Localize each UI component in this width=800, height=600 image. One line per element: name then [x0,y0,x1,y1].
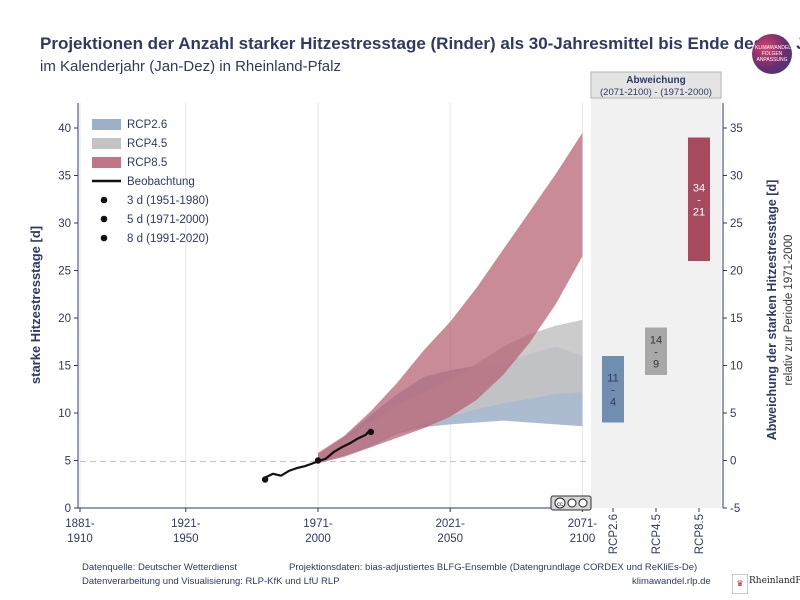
footer-website[interactable]: klimawandel.rlp.de [632,576,711,587]
footer-processing: Datenverarbeitung und Visualisierung: RL… [82,576,340,587]
deviation-label-high: 14 [650,334,662,346]
observation-point [367,428,375,436]
observation-point [314,457,322,464]
logo-text: KLIMAWANDEL FOLGEN ANPASSUNG [755,45,792,63]
license-badge[interactable]: cc [550,495,592,511]
license-badge-text: cc [557,502,563,508]
left-tick-label: 0 [65,503,71,515]
chart-subtitle: im Kalenderjahr (Jan-Dez) in Rheinland-P… [40,58,341,75]
klimawandel-logo: KLIMAWANDEL FOLGEN ANPASSUNG [752,34,792,74]
legend-point [100,215,108,223]
chart-title: Projektionen der Anzahl starker Hitzestr… [40,34,800,53]
legend-label: 5 d (1971-2000) [127,214,209,226]
x-tick-label-end: 1950 [173,533,199,545]
legend-point [100,234,108,242]
legend-label: 8 d (1991-2020) [127,233,209,245]
right-tick-label: 35 [730,123,743,135]
deviation-header-box [590,71,722,99]
category-label: RCP2.6 [608,514,620,554]
right-axis-title: Abweichung der starken Hitzestresstage [… [765,180,779,440]
left-tick-label: 5 [65,456,71,468]
projection-bands [318,132,583,464]
right-tick-label: 25 [730,218,743,230]
right-tick-label: 30 [730,171,743,183]
band-rcp85 [318,132,583,464]
right-y-axis: -5 0 5 10 15 20 25 30 35 [722,103,743,515]
right-tick-label: 5 [730,408,736,420]
legend-swatch [92,119,121,130]
deviation-label-low: 9 [653,358,659,370]
category-label: RCP4.5 [651,514,663,554]
rlp-logo: RheinlandPfalz [749,576,800,586]
left-y-axis: 0 5 10 15 20 25 30 35 40 [58,103,79,515]
left-tick-label: 30 [58,218,71,230]
footer-source: Datenquelle: Deutscher Wetterdienst [82,562,238,573]
x-tick-label-start: 1881- [65,518,95,530]
left-tick-label: 15 [58,361,71,373]
legend-swatch [92,157,121,168]
deviation-subtitle: (2071-2100) - (1971-2000) [600,87,712,98]
left-tick-label: 25 [58,266,71,278]
deviation-label-high: 34 [693,182,705,194]
left-axis-title: starke Hitzestresstage [d] [28,226,43,384]
legend-label: RCP8.5 [127,157,167,169]
legend-label: 3 d (1951-1980) [127,195,209,207]
x-tick-label-end: 2050 [437,533,463,545]
deviation-bar-rcp85 [688,137,710,261]
legend-label: RCP4.5 [127,138,167,150]
right-tick-label: -5 [730,503,740,515]
x-tick-label-end: 2100 [570,533,596,545]
x-tick-label-start: 2021- [436,518,466,530]
deviation-title: Abweichung [626,75,685,86]
right-tick-label: 15 [730,313,743,325]
x-axis: 1881- 1910 1921- 1950 1971- 2000 2021- 2050 2071… [65,507,598,545]
x-tick-label-start: 2071- [568,518,598,530]
x-tick-label-start: 1971- [303,518,333,530]
grid [79,103,588,508]
right-tick-label: 10 [730,361,743,373]
x-tick-label-start: 1921- [171,518,201,530]
deviation-label-sep: - [697,194,701,206]
legend: RCP2.6 RCP4.5 RCP8.5 Beobachtung 3 d (1951-1… [92,119,209,245]
deviation-label-sep: - [611,384,615,396]
left-tick-label: 40 [58,123,71,135]
category-label: RCP8.5 [694,514,706,554]
legend-label: RCP2.6 [127,119,167,131]
right-tick-label: 20 [730,266,743,278]
deviation-label-high: 11 [607,372,618,384]
footer-projection: Projektionsdaten: bias-adjustiertes BLFG… [289,562,698,573]
left-tick-label: 35 [58,171,71,183]
observation-layer [261,428,375,483]
observation-point [261,476,269,483]
legend-label: Beobachtung [127,176,195,188]
deviation-label-sep: - [654,346,658,358]
deviation-bar-rcp26 [602,356,624,423]
rlp-coat-of-arms-icon: ♛ [732,574,748,594]
left-tick-label: 10 [58,408,71,420]
right-tick-label: 0 [730,456,736,468]
left-tick-label: 20 [58,313,71,325]
legend-point [100,196,108,204]
x-tick-label-end: 1910 [67,533,93,545]
legend-swatch [92,138,121,149]
deviation-bar-rcp45 [645,327,667,375]
deviation-label-low: 21 [693,206,705,218]
x-tick-label-end: 2000 [305,533,331,545]
deviation-label-low: 4 [610,396,616,408]
right-axis-subtitle: relativ zur Periode 1971-2000 [783,235,795,386]
